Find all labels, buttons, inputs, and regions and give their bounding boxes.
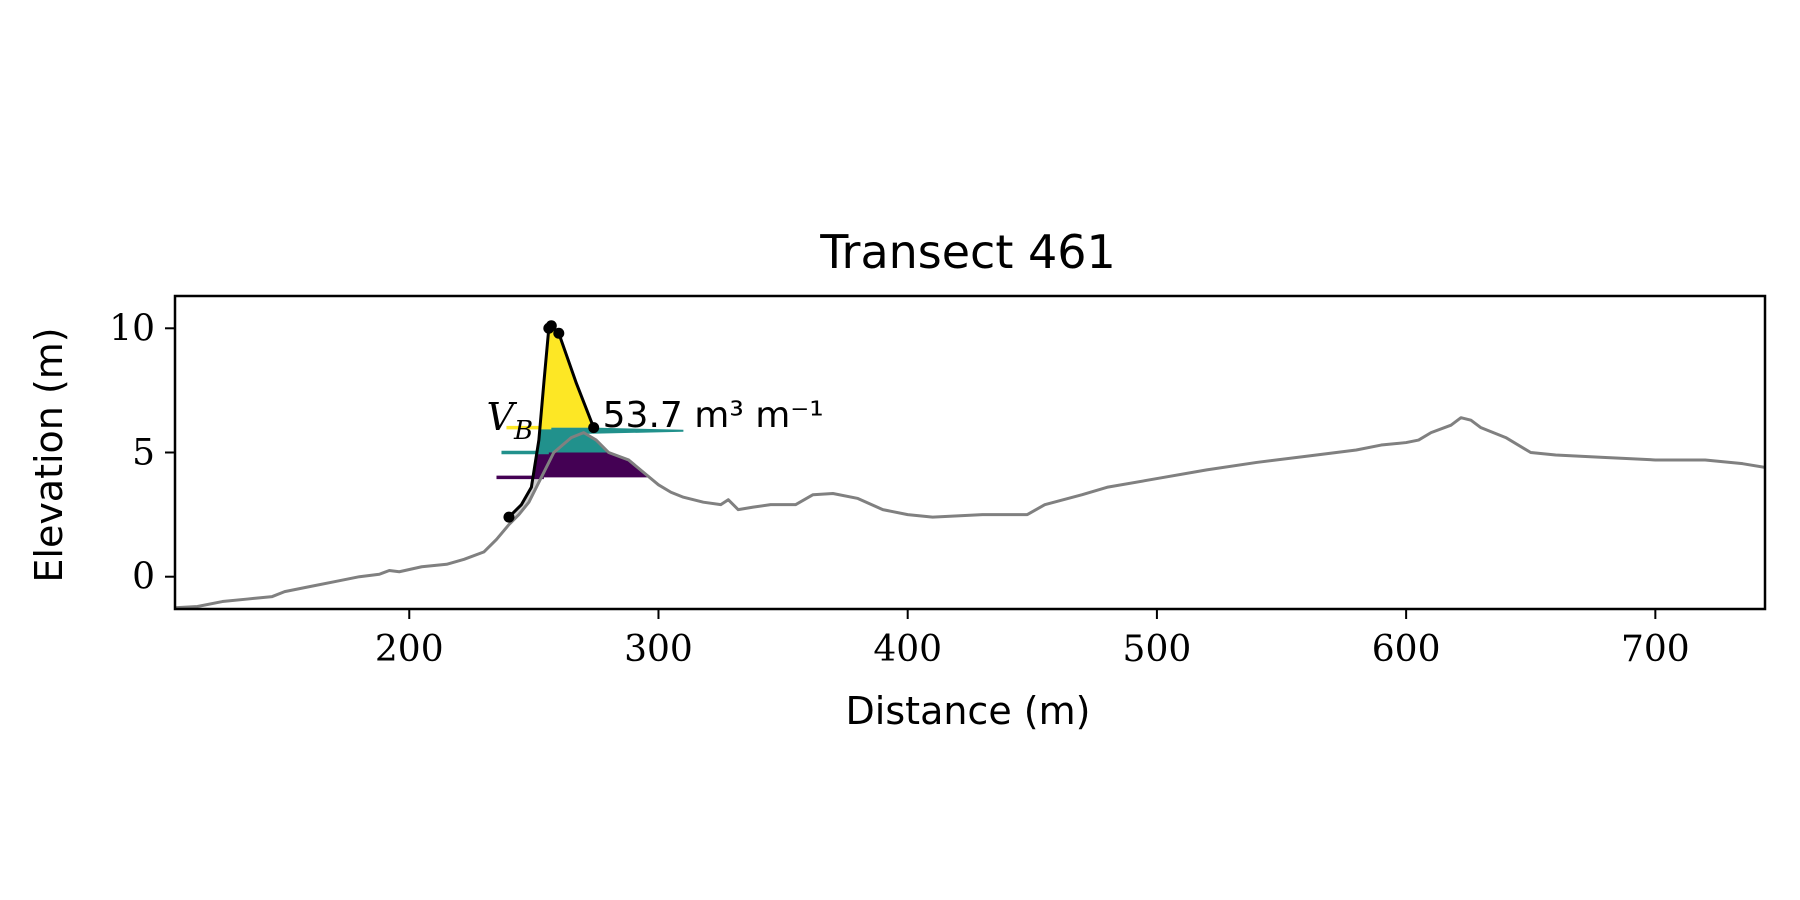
x-tick-label: 700 [1621,629,1690,670]
vb-label: VB [487,395,534,446]
chart-title: Transect 461 [819,225,1116,279]
y-axis-label: Elevation (m) [27,327,71,582]
axis-ticks: 200 300 400 500 600 700 0 5 10 [109,308,1690,670]
plot-area: 53.7 m³ m⁻¹ VB [175,320,1765,609]
y-tick-label: 0 [132,557,155,598]
dune-marker-1 [503,511,515,523]
volume-annotation: 53.7 m³ m⁻¹ [603,395,824,436]
y-tick-label: 10 [109,308,155,349]
dune-profile-line [507,324,596,519]
dune-marker-4 [553,327,565,339]
x-tick-label: 400 [873,629,942,670]
x-tick-label: 300 [624,629,693,670]
x-tick-label: 200 [375,629,444,670]
y-tick-label: 5 [132,433,155,474]
volume-layer-1 [532,452,650,478]
x-axis-label: Distance (m) [846,689,1091,733]
axes-frame [173,294,1767,611]
volume-layer-2 [536,427,684,453]
elevation-profile-line [175,416,1765,609]
dune-marker-5 [588,422,600,434]
dune-marker-3 [545,320,557,332]
x-tick-label: 500 [1123,629,1192,670]
x-tick-label: 600 [1372,629,1441,670]
volume-layer-3 [539,325,594,428]
